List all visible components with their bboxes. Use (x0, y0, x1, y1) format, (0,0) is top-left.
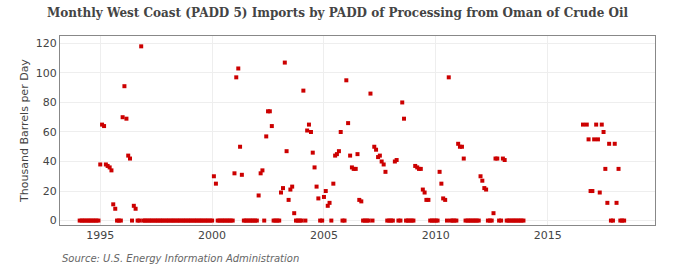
svg-text:1995: 1995 (86, 229, 114, 242)
svg-text:2015: 2015 (534, 229, 562, 242)
svg-text:2000: 2000 (198, 229, 226, 242)
svg-text:Thousand Barrels per Day: Thousand Barrels per Day (18, 59, 31, 203)
svg-text:100: 100 (36, 67, 57, 80)
svg-text:Monthly West Coast (PADD 5) Im: Monthly West Coast (PADD 5) Imports by P… (47, 6, 629, 20)
svg-text:2010: 2010 (422, 229, 450, 242)
svg-text:0: 0 (50, 214, 57, 227)
svg-text:80: 80 (43, 96, 57, 109)
svg-text:120: 120 (36, 37, 57, 50)
svg-text:40: 40 (43, 155, 57, 168)
svg-text:2005: 2005 (310, 229, 338, 242)
svg-text:20: 20 (43, 185, 57, 198)
svg-text:60: 60 (43, 126, 57, 139)
svg-text:Source: U.S. Energy Informatio: Source: U.S. Energy Information Administ… (62, 253, 299, 264)
